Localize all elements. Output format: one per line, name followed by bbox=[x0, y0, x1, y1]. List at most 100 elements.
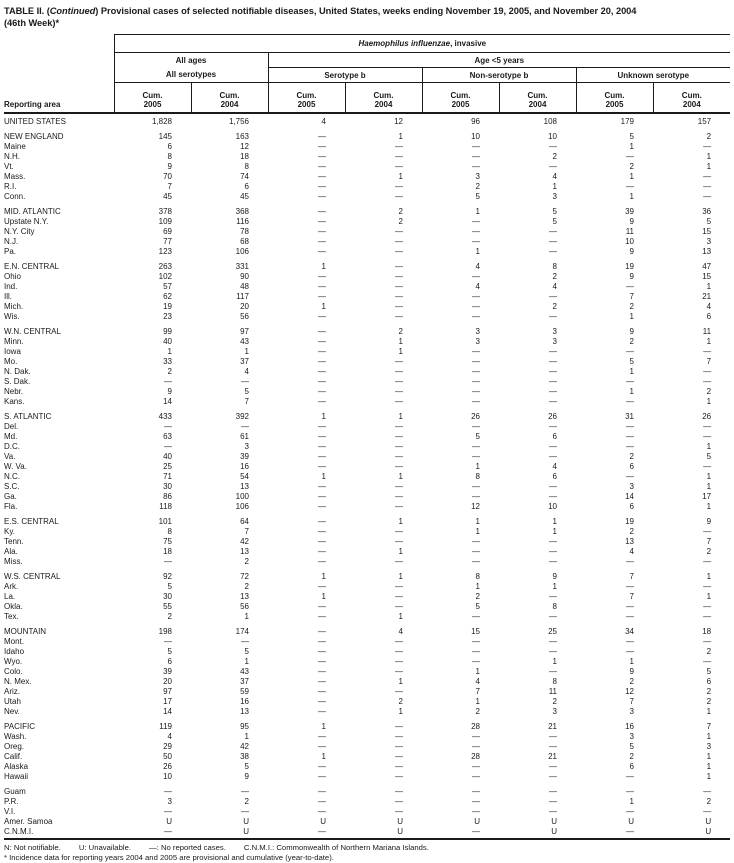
value-cell: — bbox=[549, 637, 557, 646]
value-cell: — bbox=[395, 247, 403, 256]
value-cell: — bbox=[318, 227, 326, 236]
table-row: Ky. 8 7 — — 1 1 2 — bbox=[4, 527, 730, 537]
reporting-area-cell: Vt. bbox=[4, 162, 14, 171]
footnote-abbreviations: N: Not notifiable. U: Unavailable. —: No r… bbox=[4, 843, 730, 853]
value-cell: 1 bbox=[706, 502, 712, 511]
value-cell: 2 bbox=[552, 272, 557, 281]
value-cell: 1 bbox=[244, 657, 249, 666]
reporting-area-cell: E.N. CENTRAL bbox=[4, 262, 60, 271]
value-cell: — bbox=[472, 442, 480, 451]
reporting-area-cell: Fla. bbox=[4, 502, 18, 511]
value-cell: — bbox=[472, 557, 480, 566]
value-cell: — bbox=[549, 377, 557, 386]
value-cell: — bbox=[549, 227, 557, 236]
table-row: N.J. 77 68 — — — — 10 3 bbox=[4, 237, 730, 247]
value-cell: 2 bbox=[629, 527, 634, 536]
value-cell: 1 bbox=[629, 172, 634, 181]
reporting-area-cell: Colo. bbox=[4, 667, 23, 676]
value-cell: 12 bbox=[240, 142, 249, 151]
value-cell: — bbox=[549, 612, 557, 621]
value-cell: — bbox=[318, 142, 326, 151]
value-cell: — bbox=[318, 282, 326, 291]
value-cell: 47 bbox=[702, 262, 712, 271]
group-header-all-serotypes: All serotypes bbox=[113, 67, 268, 83]
value-cell: — bbox=[318, 602, 326, 611]
table-row: Ark. 5 2 — — 1 1 — — bbox=[4, 582, 730, 592]
title-continued: Continued bbox=[49, 6, 96, 16]
table-row: Idaho 5 5 — — — — — 2 bbox=[4, 647, 730, 657]
table-row: Hawaii 10 9 — — — — — 1 bbox=[4, 772, 730, 782]
value-cell: — bbox=[318, 452, 326, 461]
value-cell: 6 bbox=[706, 677, 712, 686]
value-cell: — bbox=[395, 237, 403, 246]
reporting-area-cell: Ga. bbox=[4, 492, 17, 501]
value-cell: 6 bbox=[629, 462, 634, 471]
value-cell: 55 bbox=[163, 602, 172, 611]
value-cell: — bbox=[472, 367, 480, 376]
table-row: Mich. 19 20 1 — — 2 2 4 bbox=[4, 302, 730, 312]
value-cell: — bbox=[318, 397, 326, 406]
value-cell: 174 bbox=[235, 627, 249, 636]
value-cell: 2 bbox=[706, 387, 712, 396]
value-cell: — bbox=[318, 432, 326, 441]
reporting-area-cell: Oreg. bbox=[4, 742, 25, 751]
value-cell: — bbox=[472, 732, 480, 741]
value-cell: 23 bbox=[163, 312, 172, 321]
reporting-area-cell: S. ATLANTIC bbox=[4, 412, 52, 421]
value-cell: — bbox=[626, 637, 634, 646]
value-cell: 1 bbox=[552, 657, 557, 666]
value-cell: — bbox=[472, 547, 480, 556]
reporting-area-cell: W. Va. bbox=[4, 462, 27, 471]
reporting-area-cell: D.C. bbox=[4, 442, 20, 451]
value-cell: — bbox=[472, 347, 480, 356]
value-cell: — bbox=[395, 432, 403, 441]
table-row: Colo. 39 43 — — 1 — 9 5 bbox=[4, 667, 730, 677]
value-cell: — bbox=[549, 492, 557, 501]
title-post: ) Provisional cases of selected notifiab… bbox=[95, 6, 637, 16]
value-cell: — bbox=[395, 387, 403, 396]
reporting-area-cell: Amer. Samoa bbox=[4, 817, 53, 826]
value-cell: — bbox=[395, 227, 403, 236]
value-cell: 45 bbox=[240, 192, 249, 201]
value-cell: — bbox=[626, 612, 634, 621]
value-cell: — bbox=[549, 482, 557, 491]
value-cell: — bbox=[472, 742, 480, 751]
table-row: Va. 40 39 — — — — 2 5 bbox=[4, 452, 730, 462]
value-cell: 68 bbox=[240, 237, 249, 246]
value-cell: — bbox=[626, 442, 634, 451]
value-cell: — bbox=[549, 807, 557, 816]
value-cell: 9 bbox=[552, 572, 557, 581]
reporting-area-cell: Ind. bbox=[4, 282, 18, 291]
value-cell: 3 bbox=[706, 742, 712, 751]
value-cell: 3 bbox=[475, 337, 480, 346]
value-cell: — bbox=[395, 152, 403, 161]
value-cell: — bbox=[395, 442, 403, 451]
value-cell: 21 bbox=[548, 752, 557, 761]
value-cell: 42 bbox=[240, 537, 249, 546]
value-cell: — bbox=[703, 612, 712, 621]
reporting-area-cell: R.I. bbox=[4, 182, 17, 191]
value-cell: — bbox=[626, 807, 634, 816]
value-cell: 1 bbox=[398, 472, 403, 481]
page-title: TABLE II. (Continued) Provisional cases … bbox=[4, 6, 730, 29]
value-cell: 6 bbox=[706, 312, 712, 321]
table-row: P.R. 3 2 — — — — 1 2 bbox=[4, 797, 730, 807]
value-cell: 16 bbox=[625, 722, 634, 731]
value-cell: — bbox=[318, 787, 326, 796]
value-cell: 10 bbox=[471, 132, 480, 141]
value-cell: — bbox=[164, 557, 172, 566]
value-cell: 39 bbox=[163, 667, 172, 676]
disease-name-rest: , invasive bbox=[450, 39, 487, 48]
value-cell: — bbox=[549, 592, 557, 601]
value-cell: 14 bbox=[163, 397, 172, 406]
value-cell: — bbox=[318, 657, 326, 666]
table-row: S. ATLANTIC 433 392 1 1 26 26 31 26 bbox=[4, 407, 730, 422]
value-cell: — bbox=[318, 547, 326, 556]
value-cell: — bbox=[318, 557, 326, 566]
value-cell: — bbox=[318, 742, 326, 751]
value-cell: 5 bbox=[629, 357, 634, 366]
value-cell: — bbox=[626, 432, 634, 441]
value-cell: — bbox=[472, 272, 480, 281]
value-cell: — bbox=[395, 377, 403, 386]
value-cell: — bbox=[241, 377, 249, 386]
